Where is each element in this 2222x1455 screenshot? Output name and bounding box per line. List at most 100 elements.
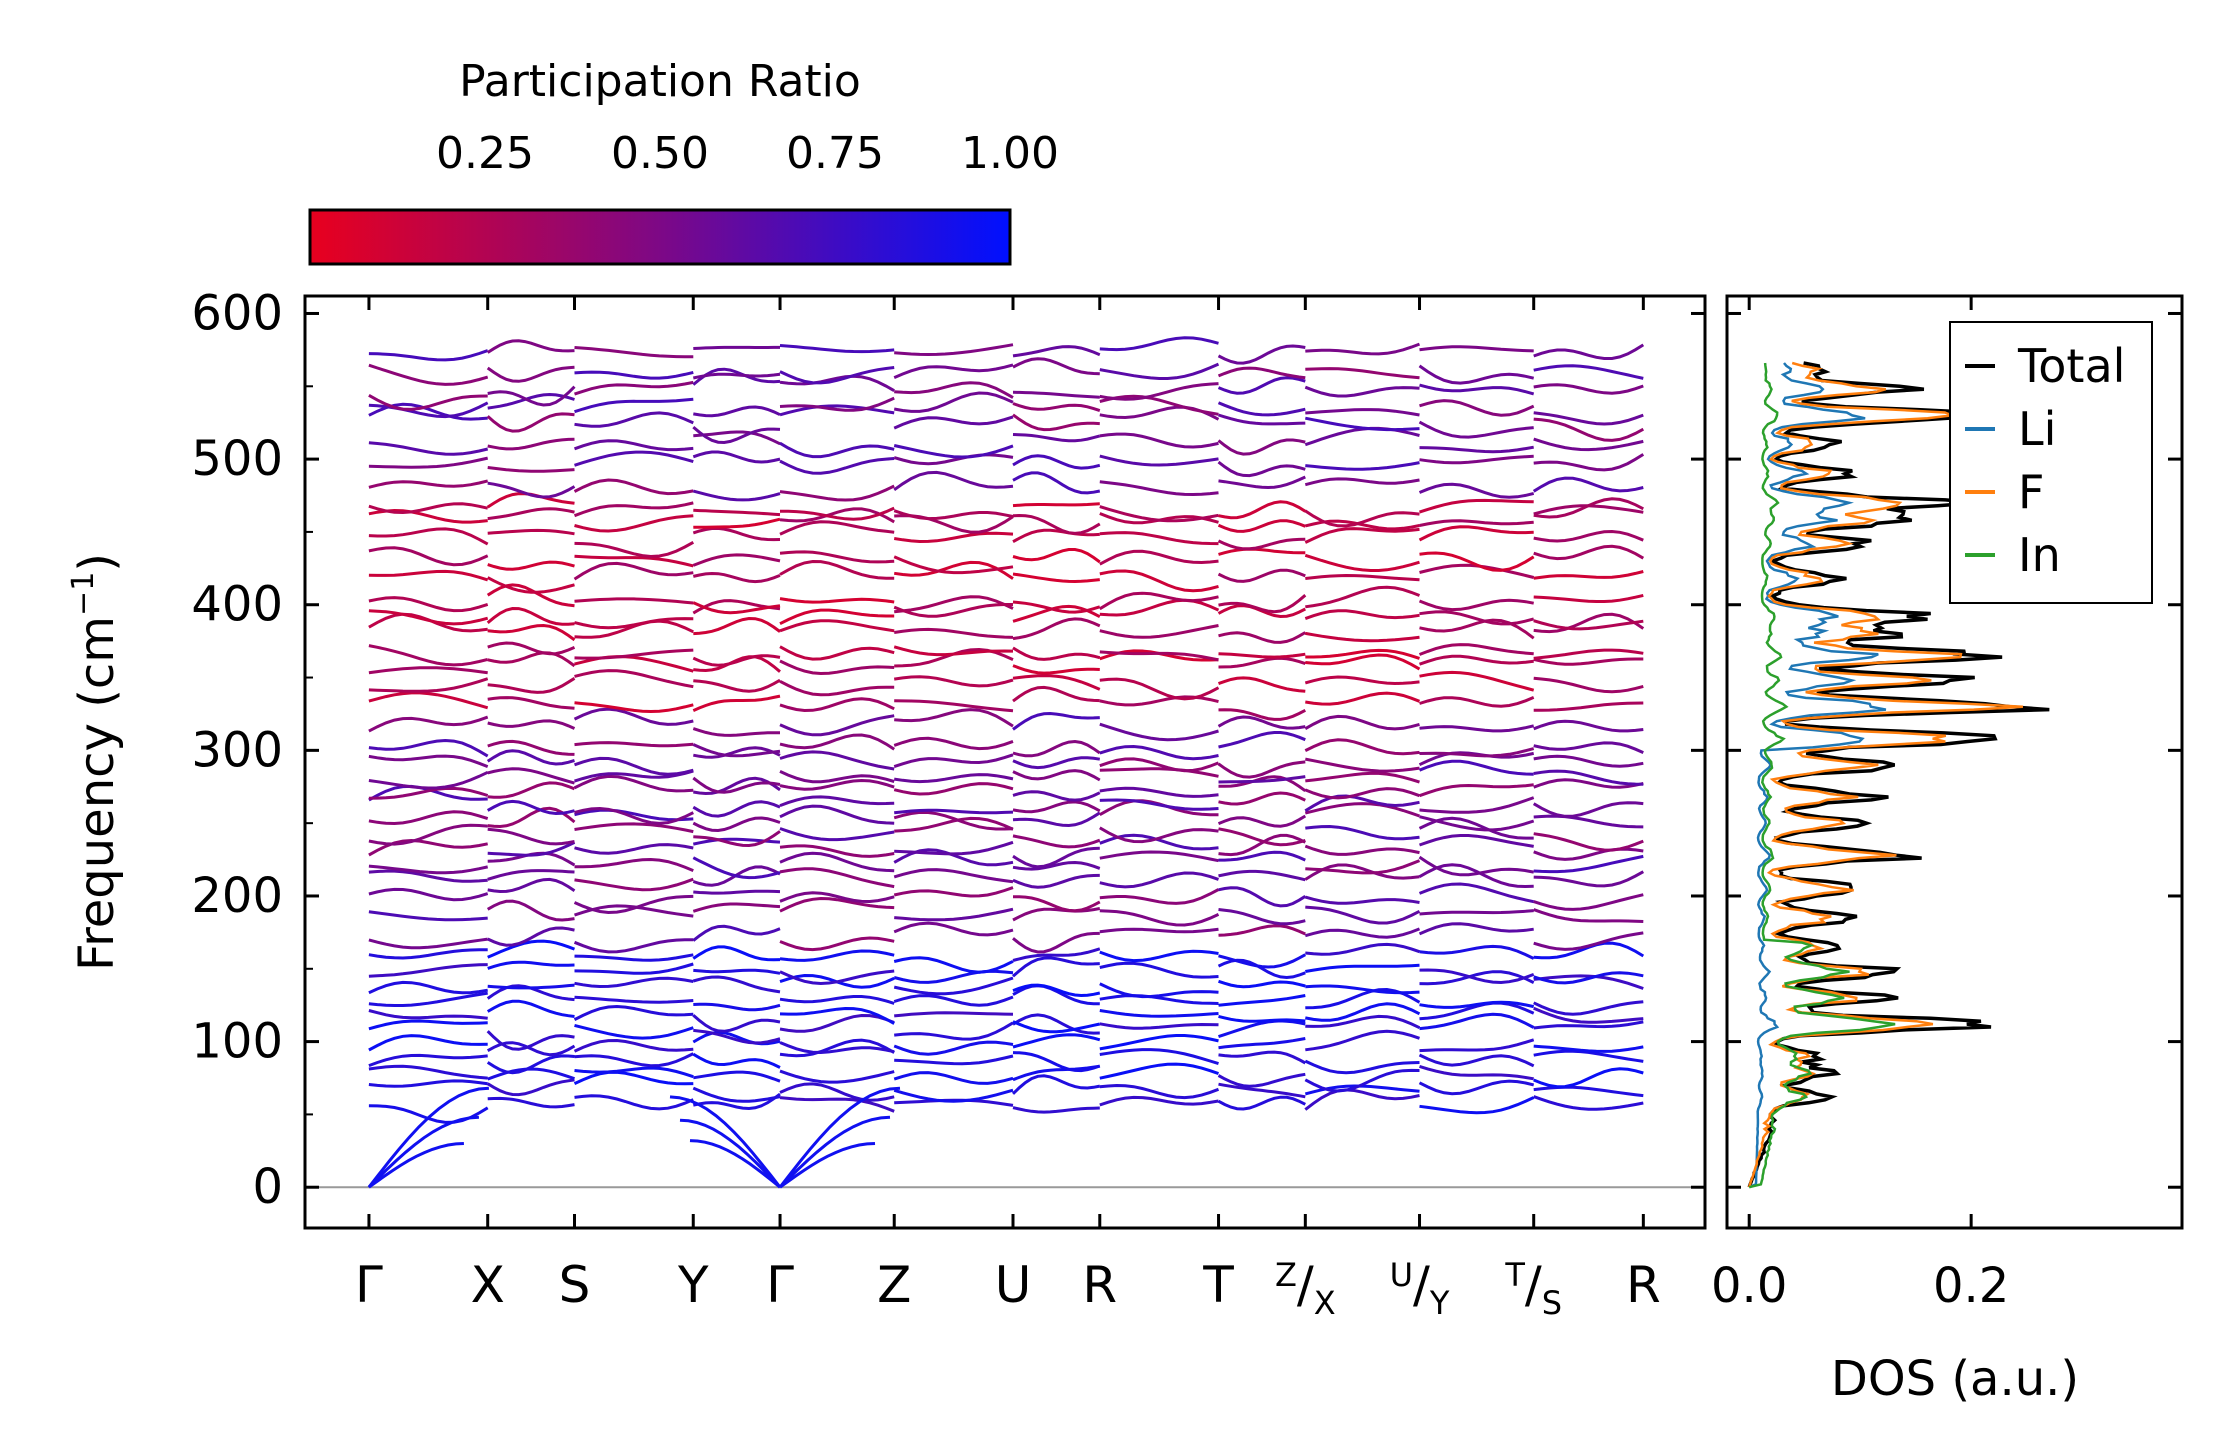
band-line — [487, 926, 575, 947]
band-line — [1099, 982, 1219, 999]
kpath-label-Z: Z — [877, 1256, 911, 1314]
band-line — [574, 741, 694, 748]
band-line — [1012, 1020, 1101, 1034]
band-line — [1218, 500, 1307, 520]
band-line — [893, 773, 1014, 784]
band-line — [368, 991, 488, 1007]
band-line — [1305, 824, 1420, 841]
band-line — [693, 405, 781, 418]
band-line — [1304, 609, 1420, 621]
legend: Total Li F In — [1949, 321, 2153, 604]
band-line — [1533, 676, 1644, 694]
band-line — [1099, 505, 1219, 523]
band-line — [1305, 984, 1420, 995]
band-line — [1099, 382, 1219, 401]
band-line — [893, 531, 1014, 544]
band-line — [1304, 477, 1420, 487]
band-line — [1099, 480, 1219, 497]
band-line — [1533, 778, 1644, 789]
band-line — [1099, 454, 1219, 467]
band-line — [574, 806, 694, 825]
band-line — [893, 1040, 1014, 1056]
band-line — [368, 502, 489, 515]
band-line — [1012, 873, 1100, 889]
band-line — [368, 786, 489, 800]
band-line — [893, 555, 1014, 575]
dos-axis-label: DOS (a.u.) — [1831, 1351, 2079, 1407]
band-line — [1012, 846, 1100, 869]
band-line — [692, 654, 781, 667]
acoustic-branch — [679, 1118, 782, 1189]
band-line — [1418, 855, 1534, 877]
kpath-label-ZX: Z/X — [1275, 1256, 1336, 1322]
band-line — [1533, 417, 1645, 442]
band-line — [574, 857, 694, 872]
band-line — [1218, 924, 1306, 937]
band-line — [1533, 497, 1644, 519]
band-line — [780, 506, 895, 521]
band-line — [1217, 760, 1306, 779]
acoustic-branch — [778, 1115, 891, 1189]
band-line — [1012, 413, 1100, 432]
band-line — [574, 769, 694, 783]
band-line — [1099, 994, 1219, 1005]
band-line — [368, 864, 489, 875]
band-line — [368, 479, 489, 489]
band-line — [573, 894, 694, 915]
band-line — [487, 719, 576, 730]
band-line — [573, 561, 694, 581]
kpath-label-X: X — [471, 1256, 505, 1314]
band-line — [1419, 1001, 1535, 1021]
frequency-axis-label: Frequency (cm−1) — [66, 553, 125, 971]
kpath-label-R2: R — [1626, 1256, 1661, 1314]
band-line — [1419, 796, 1535, 814]
band-line — [1099, 432, 1219, 449]
band-line — [1012, 357, 1100, 376]
band-line — [1217, 715, 1306, 730]
band-line — [1304, 385, 1420, 398]
band-line — [1012, 947, 1101, 962]
band-line — [1533, 847, 1644, 861]
band-line — [574, 1023, 694, 1040]
band-line — [692, 1086, 781, 1103]
band-line — [1099, 531, 1219, 546]
band-line — [574, 756, 694, 776]
band-line — [1419, 909, 1534, 916]
band-line — [1305, 408, 1420, 417]
band-line — [894, 381, 1014, 399]
band-line — [779, 608, 895, 626]
band-line — [779, 995, 895, 1005]
band-line — [893, 1088, 1014, 1103]
band-line — [1419, 944, 1535, 960]
band-line — [574, 397, 694, 414]
band-line — [1305, 1002, 1421, 1022]
band-line — [1099, 798, 1219, 811]
band-line — [1099, 650, 1219, 662]
band-line — [1305, 585, 1421, 609]
band-line — [487, 767, 575, 785]
band-line — [487, 576, 575, 594]
band-line — [779, 645, 895, 661]
band-line — [1218, 656, 1306, 669]
band-line — [893, 415, 1014, 430]
band-line — [1419, 610, 1535, 626]
kpath-label-G2: Γ — [766, 1256, 794, 1314]
band-line — [368, 823, 488, 846]
band-line — [574, 976, 694, 989]
colorbar-tick-label: 0.75 — [786, 128, 884, 179]
band-line — [487, 983, 575, 990]
band-line — [779, 659, 895, 676]
band-line — [1533, 593, 1644, 603]
band-line — [1012, 800, 1101, 814]
band-line — [487, 528, 575, 536]
band-line — [1419, 551, 1535, 572]
band-line — [1012, 674, 1101, 691]
band-line — [1218, 708, 1306, 721]
band-line — [1304, 844, 1420, 856]
band-line — [368, 738, 489, 758]
band-line — [779, 1096, 895, 1113]
kpath-label-UY: U/Y — [1390, 1256, 1450, 1322]
y-tick-label: 500 — [191, 431, 283, 487]
band-line — [486, 1078, 575, 1097]
